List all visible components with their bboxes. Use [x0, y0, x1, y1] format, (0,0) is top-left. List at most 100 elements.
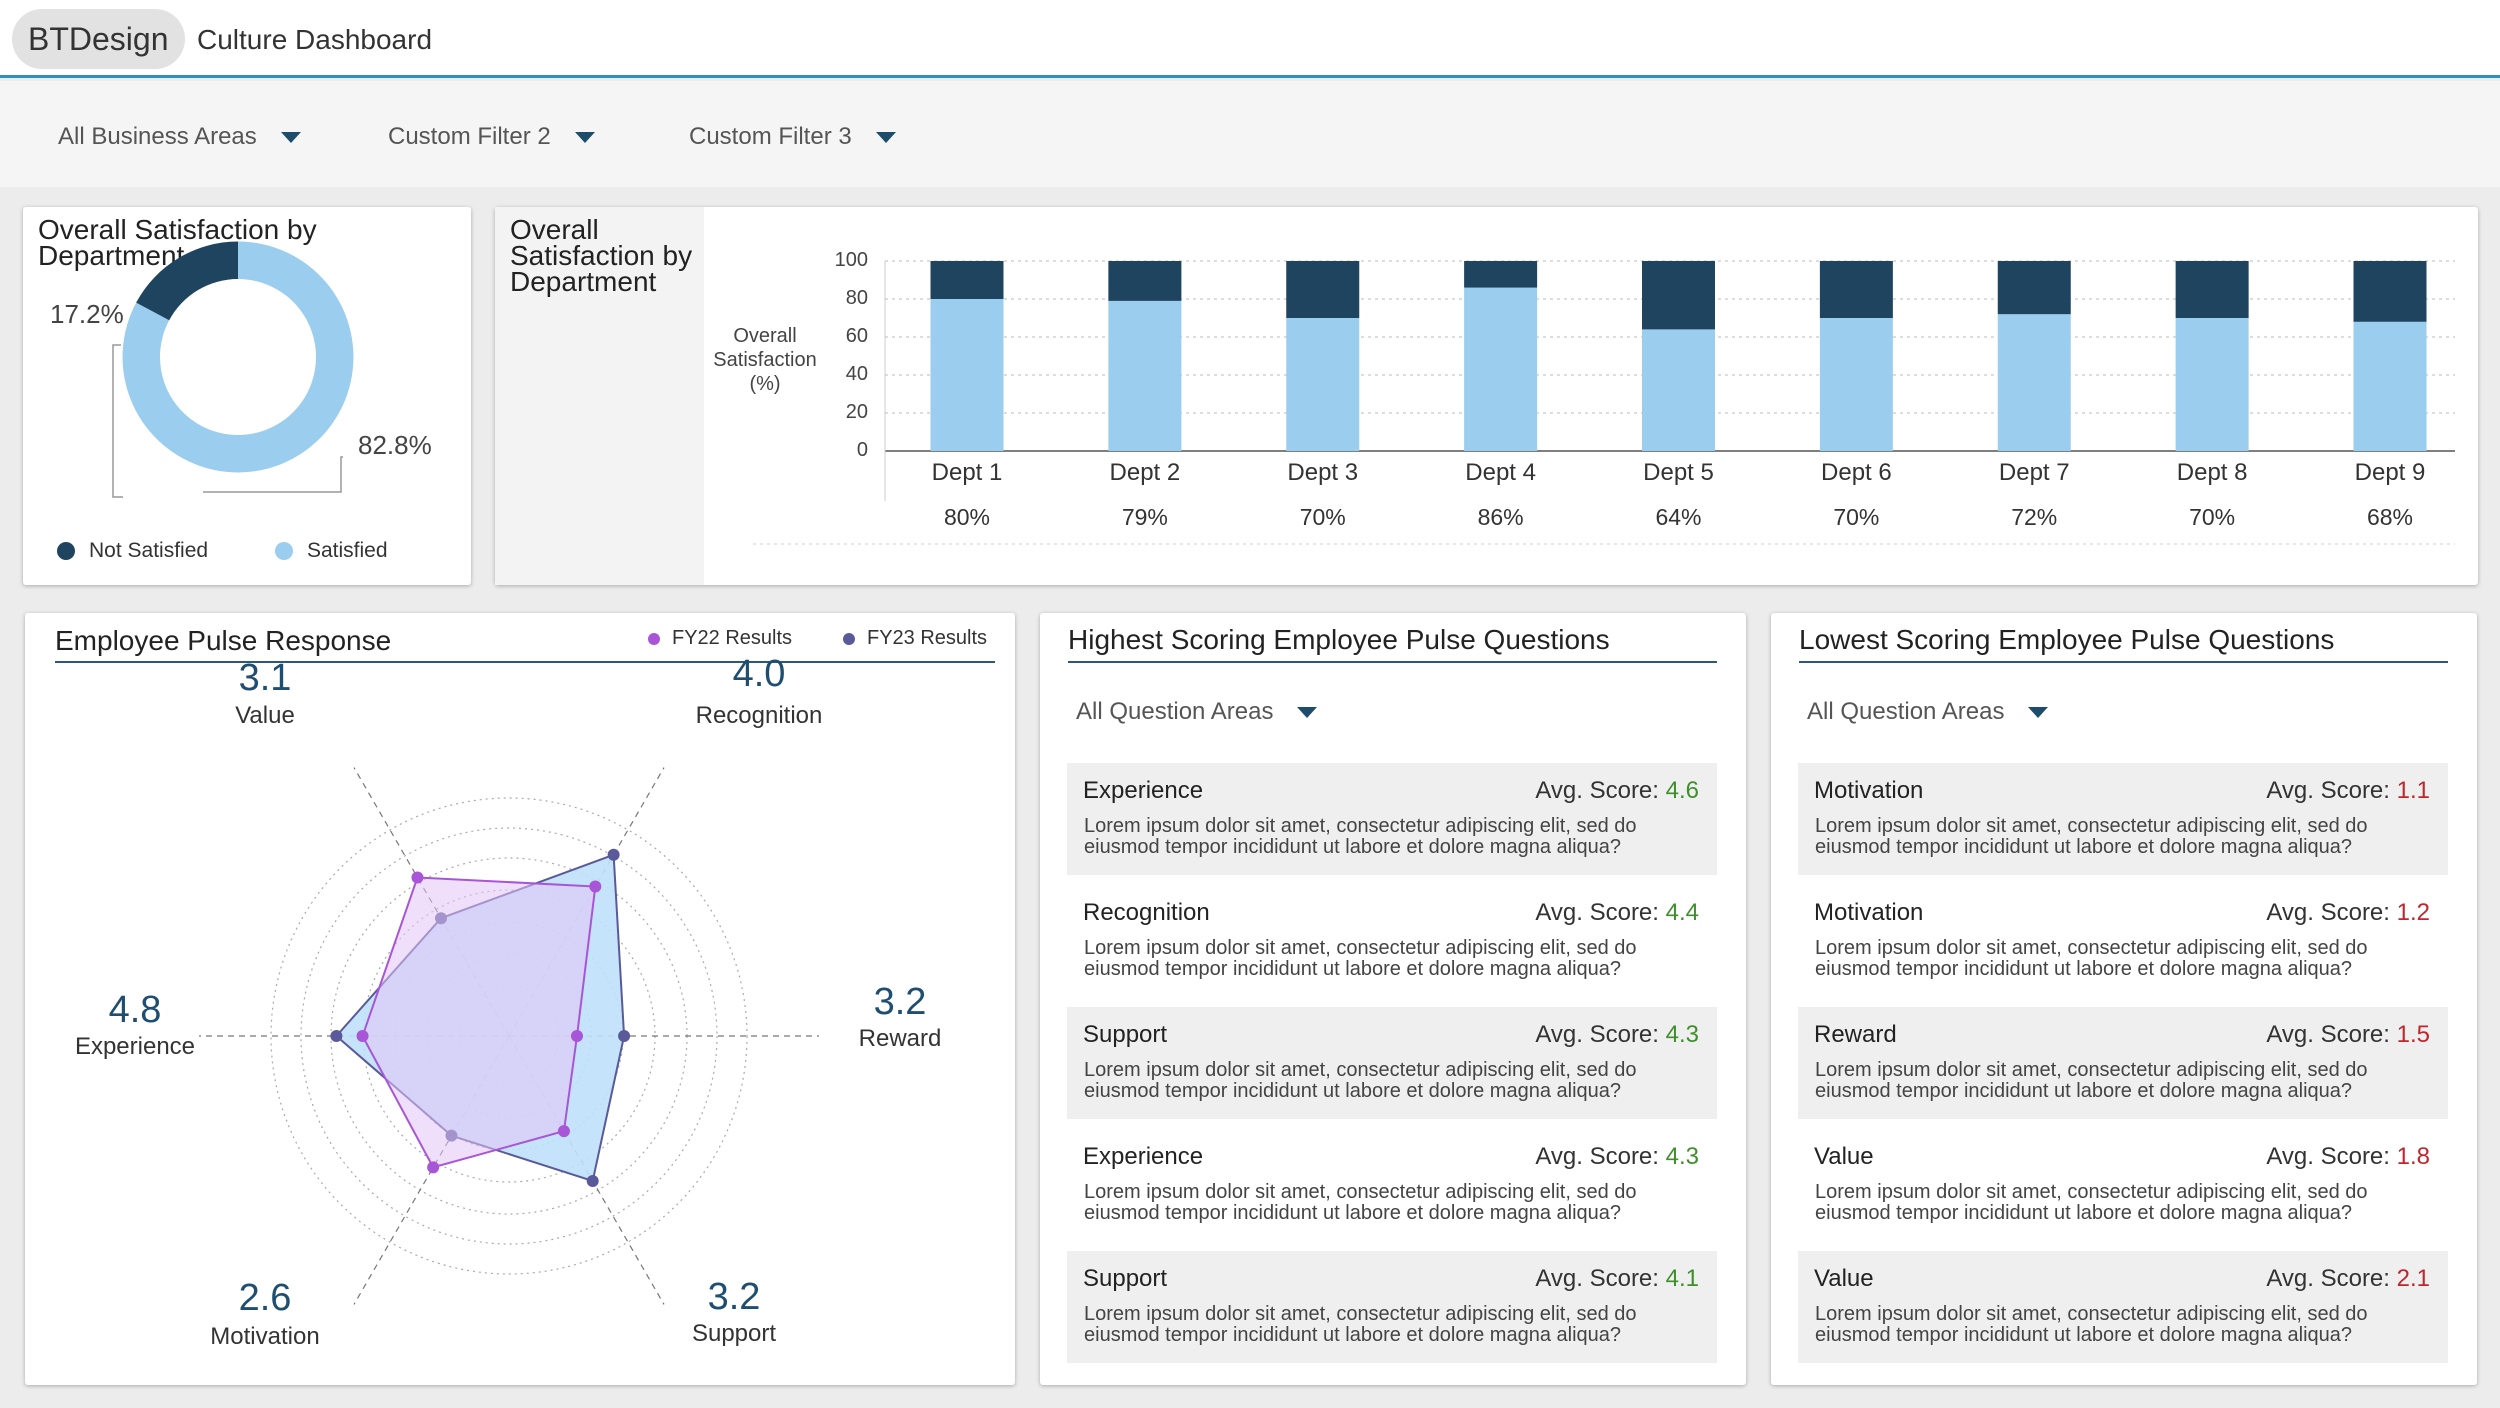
- bar-ylabel-line3: (%): [749, 373, 781, 395]
- legend-not-satisfied: Not Satisfied: [57, 539, 208, 563]
- bar-y-tick: 20: [845, 401, 868, 423]
- custom-filter-3[interactable]: Custom Filter 3: [689, 123, 896, 151]
- avg-score-value: 1.1: [2396, 777, 2430, 804]
- radar-axis-value-recognition: 4.0: [732, 653, 786, 695]
- business-area-filter[interactable]: All Business Areas: [58, 123, 301, 151]
- avg-score-label: Avg. Score:: [1535, 899, 1666, 926]
- lowest-questions-card: Lowest Scoring Employee Pulse Questions …: [1771, 613, 2477, 1385]
- question-area: Support: [1083, 1265, 1168, 1292]
- bar-chart: [753, 260, 2455, 545]
- list-item[interactable]: Motivation Avg. Score: 1.1 Lorem ipsum dol…: [1798, 763, 2448, 875]
- radar-point-fy22: [427, 1161, 440, 1174]
- donut-title-line1: Overall Satisfaction by: [38, 214, 317, 245]
- list-item[interactable]: Experience Avg. Score: 4.6 Lorem ipsum dol…: [1067, 763, 1717, 875]
- avg-score: Avg. Score: 1.8: [2266, 1143, 2430, 1171]
- bar-title-line1: Overall: [510, 214, 599, 245]
- lowest-title: Lowest Scoring Employee Pulse Questions: [1799, 624, 2335, 655]
- list-item[interactable]: Value Avg. Score: 1.8 Lorem ipsum dolor si…: [1798, 1129, 2448, 1241]
- list-item[interactable]: Experience Avg. Score: 4.3 Lorem ipsum dol…: [1067, 1129, 1717, 1241]
- bar-x-label: Dept 1: [931, 459, 1003, 486]
- donut-chart: [112, 241, 354, 498]
- question-text: Lorem ipsum dolor sit amet, consectetur …: [1084, 1181, 1637, 1224]
- list-item[interactable]: Support Avg. Score: 4.3 Lorem ipsum dolor …: [1067, 1007, 1717, 1119]
- bar-y-tick: 0: [856, 439, 868, 461]
- avg-score: Avg. Score: 1.2: [2266, 899, 2430, 927]
- bar-satisfied-6: [1819, 318, 1893, 451]
- donut-card-title: Overall Satisfaction by Department: [38, 214, 317, 271]
- avg-score-value: 4.6: [1665, 777, 1699, 804]
- bar-x-label: Dept 2: [1109, 459, 1181, 486]
- bar-satisfied-2: [1108, 300, 1182, 451]
- chevron-down-icon: [574, 131, 595, 143]
- question-text: Lorem ipsum dolor sit amet, consectetur …: [1084, 1303, 1637, 1346]
- radar-axis-value-experience: 4.8: [108, 989, 162, 1031]
- list-item[interactable]: Value Avg. Score: 2.1 Lorem ipsum dolor si…: [1798, 1251, 2448, 1363]
- avg-score: Avg. Score: 2.1: [2266, 1265, 2430, 1293]
- bar-not-satisfied-5: [1642, 261, 1715, 330]
- bar-value-label: 64%: [1655, 504, 1702, 530]
- custom-filter-2-label: Custom Filter 2: [388, 123, 551, 150]
- bar-x-label: Dept 6: [1821, 459, 1892, 486]
- list-item[interactable]: Reward Avg. Score: 1.5 Lorem ipsum dolor s…: [1798, 1007, 2448, 1119]
- donut-not-satisfied-pct: 17.2%: [50, 299, 124, 329]
- radar-point-fy22: [557, 1125, 570, 1138]
- bar-y-tick: 100: [834, 249, 868, 271]
- radar-axis-label-recognition: Recognition: [695, 702, 823, 729]
- question-area: Support: [1083, 1021, 1168, 1048]
- question-area: Value: [1814, 1265, 1874, 1292]
- donut-slice-not-satisfied: [136, 241, 238, 321]
- bar-not-satisfied-3: [1286, 261, 1360, 318]
- bar-not-satisfied-7: [1997, 261, 2071, 315]
- radar-axis-label-value: Value: [235, 702, 295, 729]
- avg-score-value: 1.8: [2396, 1143, 2430, 1170]
- bar-card-title-panel: [495, 207, 704, 585]
- highest-question-area-filter[interactable]: All Question Areas: [1076, 698, 1318, 726]
- avg-score-label: Avg. Score:: [2266, 899, 2397, 926]
- donut-title-line2: Department: [38, 240, 185, 271]
- question-area: Value: [1814, 1143, 1874, 1170]
- custom-filter-3-label: Custom Filter 3: [689, 123, 852, 150]
- brand-logo[interactable]: BTDesign: [12, 9, 185, 69]
- avg-score-value: 1.5: [2396, 1021, 2430, 1048]
- pulse-title: Employee Pulse Response: [55, 625, 392, 656]
- radar-point-fy23: [607, 848, 620, 861]
- donut-slice-satisfied: [122, 241, 354, 473]
- radar-axis-label-support: Support: [691, 1320, 777, 1347]
- page-title: Culture Dashboard: [197, 24, 433, 55]
- radar-chart: [199, 767, 819, 1305]
- donut-leader-not-satisfied: [112, 344, 123, 498]
- bar-x-label: Dept 8: [2176, 459, 2248, 486]
- lowest-question-area-filter[interactable]: All Question Areas: [1807, 698, 2049, 726]
- custom-filter-2[interactable]: Custom Filter 2: [388, 123, 595, 151]
- lowest-title-underline: [1799, 661, 2448, 663]
- bar-satisfied-3: [1286, 318, 1360, 451]
- radar-axis-label-experience: Experience: [74, 1033, 196, 1060]
- legend-dot-not-satisfied: [57, 542, 75, 560]
- bar-satisfied-4: [1464, 287, 1538, 451]
- question-area: Motivation: [1814, 899, 1924, 926]
- question-area: Experience: [1083, 1143, 1204, 1170]
- legend-satisfied-label: Satisfied: [307, 539, 388, 562]
- bar-value-label: 79%: [1121, 504, 1168, 530]
- bar-not-satisfied-8: [2175, 261, 2249, 318]
- radar-point-fy22: [589, 880, 602, 893]
- list-item[interactable]: Recognition Avg. Score: 4.4 Lorem ipsum do…: [1067, 885, 1717, 997]
- highest-title-underline: [1068, 661, 1717, 663]
- bar-card-title: Overall Satisfaction by Department: [510, 214, 692, 296]
- list-item[interactable]: Motivation Avg. Score: 1.2 Lorem ipsum dol…: [1798, 885, 2448, 997]
- question-area: Reward: [1814, 1021, 1897, 1048]
- bar-not-satisfied-9: [2353, 261, 2427, 322]
- radar-point-fy23: [618, 1030, 631, 1042]
- bar-ylabel-line1: Overall: [733, 325, 797, 347]
- pulse-title-underline: [55, 661, 995, 663]
- avg-score-value: 4.3: [1665, 1021, 1699, 1048]
- avg-score-label: Avg. Score:: [1535, 1021, 1666, 1048]
- business-area-filter-label: All Business Areas: [58, 123, 257, 150]
- avg-score-label: Avg. Score:: [2266, 1143, 2397, 1170]
- highest-filter-label: All Question Areas: [1076, 698, 1274, 725]
- legend-dot-fy23: [843, 632, 855, 645]
- list-item[interactable]: Support Avg. Score: 4.1 Lorem ipsum dolor …: [1067, 1251, 1717, 1363]
- bar-satisfied-8: [2175, 318, 2249, 451]
- chevron-down-icon: [875, 131, 896, 143]
- question-text: Lorem ipsum dolor sit amet, consectetur …: [1815, 937, 2368, 980]
